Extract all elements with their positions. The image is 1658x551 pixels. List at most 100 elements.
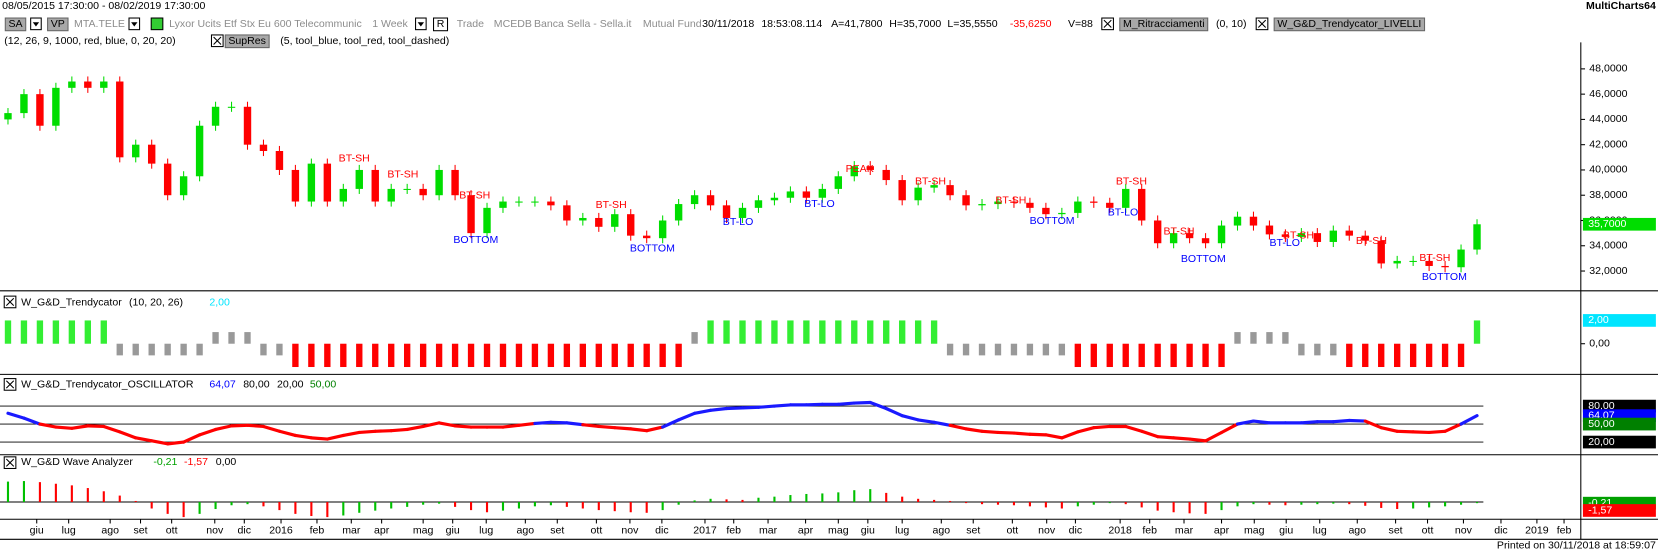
state-bar — [1425, 343, 1433, 368]
state-bar — [946, 343, 954, 356]
value-badge — [1582, 417, 1656, 431]
signal-label: BT-SH — [1283, 230, 1314, 242]
header-item: SupRes — [228, 35, 266, 47]
oscillator-segment — [1060, 430, 1080, 440]
candle-body — [84, 81, 92, 88]
candle-body — [307, 163, 316, 202]
date-range: 08/05/2015 17:30:00 - 08/02/2019 17:30:0… — [2, 0, 205, 12]
x-tick-label: giu — [30, 525, 44, 537]
x-tick-label: ott — [591, 525, 603, 537]
state-bar — [1122, 343, 1129, 368]
value-badge — [1582, 314, 1656, 327]
x-tick-label: ott — [166, 525, 178, 537]
candle-body — [1345, 230, 1353, 236]
candle-body — [387, 188, 395, 202]
candle-body — [355, 169, 363, 189]
state-bar — [515, 343, 523, 368]
state-bar — [228, 332, 235, 344]
state-bar — [1314, 343, 1321, 356]
candle-body — [227, 106, 236, 108]
header-item: Lyxor Ucits Etf Stx Eu 600 Telecommunic — [169, 18, 362, 30]
state-bar — [851, 320, 858, 344]
state-bar — [68, 320, 76, 344]
candle-body — [706, 195, 715, 206]
header-box[interactable] — [433, 17, 449, 32]
state-bar — [579, 343, 586, 368]
header-item: L=35,5550 — [947, 18, 997, 30]
oscillator-segment — [182, 433, 202, 444]
oscillator-segment — [549, 420, 569, 425]
x-tick-label: nov — [1038, 525, 1056, 537]
candle-body — [1425, 260, 1433, 266]
pane-legend: 50,00 — [310, 379, 337, 391]
candle-body — [1329, 230, 1338, 242]
candle-body — [1169, 233, 1178, 244]
x-tick-label: mar — [759, 525, 778, 537]
candle-body — [1010, 201, 1018, 203]
header-button[interactable] — [4, 17, 27, 32]
signal-label: BT-SH — [596, 199, 627, 211]
candle-body — [195, 125, 204, 177]
candle-body — [1058, 212, 1066, 215]
signal-label: BT-SH — [339, 152, 370, 164]
oscillator-segment — [38, 422, 58, 429]
value-badge-label: 50,00 — [1588, 418, 1615, 430]
candle-body — [882, 169, 890, 181]
pane-frame — [0, 42, 1658, 540]
header-button[interactable] — [47, 17, 69, 32]
candle-body — [1457, 249, 1465, 268]
state-bar — [739, 320, 746, 344]
header-button[interactable] — [224, 34, 270, 49]
candle-body — [1473, 224, 1481, 250]
x-tick-label: mag — [413, 525, 434, 537]
state-bar — [1266, 332, 1273, 344]
x-tick-label: ago — [1348, 525, 1366, 537]
header-button[interactable] — [1273, 17, 1426, 32]
candle-body — [690, 195, 699, 205]
state-bar — [1154, 343, 1161, 368]
value-badge — [1582, 399, 1656, 413]
oscillator-segment — [693, 408, 713, 415]
x-tick-label: 2018 — [1108, 525, 1132, 537]
oscillator-segment — [708, 406, 729, 412]
oscillator-segment — [1219, 422, 1240, 435]
candle-body — [611, 214, 619, 227]
signal-label: BT-SH — [995, 195, 1026, 207]
x-tick-label: lug — [62, 525, 76, 537]
state-bar — [212, 332, 219, 344]
oscillator-segment — [150, 439, 170, 446]
candle-body — [451, 169, 459, 196]
oscillator-segment — [1076, 426, 1096, 434]
state-bar — [1409, 343, 1417, 368]
oscillator-segment — [54, 425, 74, 430]
state-bar — [467, 343, 475, 368]
oscillator-segment — [261, 424, 282, 433]
header-item: W_G&D_Trendycator_LIVELLI — [1277, 18, 1421, 30]
candle-body — [802, 191, 811, 198]
state-bar — [308, 343, 315, 368]
x-tick-label: lug — [1313, 525, 1327, 537]
oscillator-segment — [645, 425, 665, 433]
candle-body — [738, 207, 747, 218]
state-bar — [1250, 332, 1257, 344]
oscillator-segment — [1459, 414, 1479, 426]
state-bar — [132, 343, 139, 356]
oscillator-segment — [533, 420, 553, 426]
signal-label: BT-SH — [1163, 225, 1194, 237]
oscillator-segment — [1395, 429, 1415, 434]
y-tick-label: 48,0000 — [1589, 63, 1627, 75]
state-bar — [1202, 343, 1209, 368]
state-bar — [1441, 343, 1449, 368]
candle-body — [563, 205, 571, 221]
candle-body — [1201, 238, 1210, 244]
candle-body — [419, 188, 427, 196]
header-item: Mutual Fund — [643, 18, 702, 30]
header-button[interactable] — [1119, 17, 1209, 32]
oscillator-segment — [756, 404, 777, 409]
x-tick-label: nov — [1455, 525, 1473, 537]
candle-body — [323, 163, 332, 202]
oscillator-segment — [1044, 433, 1064, 440]
signal-label: BT-SH — [459, 189, 490, 201]
